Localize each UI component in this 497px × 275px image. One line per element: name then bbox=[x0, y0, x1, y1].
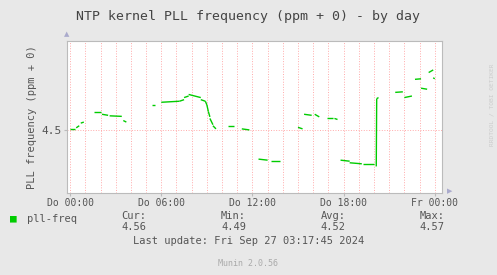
Text: ■: ■ bbox=[10, 214, 17, 224]
Text: NTP kernel PLL frequency (ppm + 0) - by day: NTP kernel PLL frequency (ppm + 0) - by … bbox=[77, 10, 420, 23]
Text: RRDTOOL / TOBI OETIKER: RRDTOOL / TOBI OETIKER bbox=[490, 63, 495, 146]
Text: ▶: ▶ bbox=[447, 188, 453, 194]
Text: ▲: ▲ bbox=[65, 31, 70, 37]
Text: 4.56: 4.56 bbox=[122, 222, 147, 232]
Y-axis label: PLL frequency (ppm + 0): PLL frequency (ppm + 0) bbox=[27, 45, 37, 189]
Text: Avg:: Avg: bbox=[321, 211, 345, 221]
Text: 4.57: 4.57 bbox=[420, 222, 445, 232]
Text: Min:: Min: bbox=[221, 211, 246, 221]
Text: 4.49: 4.49 bbox=[221, 222, 246, 232]
Text: Max:: Max: bbox=[420, 211, 445, 221]
Text: Last update: Fri Sep 27 03:17:45 2024: Last update: Fri Sep 27 03:17:45 2024 bbox=[133, 236, 364, 246]
Text: 4.52: 4.52 bbox=[321, 222, 345, 232]
Text: Cur:: Cur: bbox=[122, 211, 147, 221]
Text: Munin 2.0.56: Munin 2.0.56 bbox=[219, 260, 278, 268]
Text: pll-freq: pll-freq bbox=[27, 214, 78, 224]
